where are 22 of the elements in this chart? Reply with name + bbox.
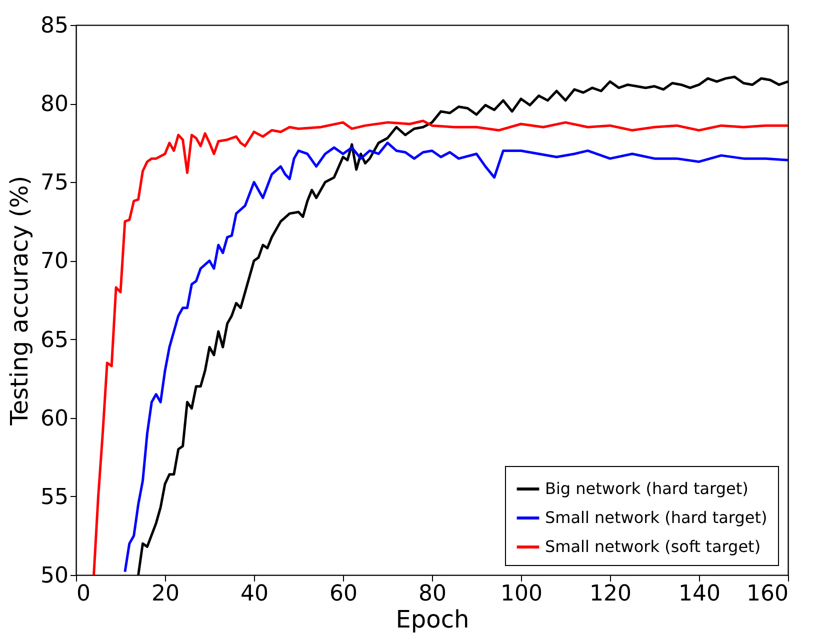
x-tick-label: 0 [76,582,90,606]
y-tick-label: 55 [40,484,68,510]
x-tick-label: 120 [590,582,632,606]
legend-label: Big network (hard target) [545,479,748,498]
y-tick-label: 75 [40,170,68,196]
x-tick-label: 160 [746,582,788,606]
x-tick-label: 40 [240,582,268,606]
x-tick-label: 100 [500,582,542,606]
y-axis-title: Testing accuracy (%) [6,176,34,426]
x-tick-label: 60 [330,582,358,606]
legend-label: Small network (hard target) [545,508,768,527]
y-tick-label: 70 [40,249,68,274]
x-tick-label: 80 [418,582,446,606]
x-tick-label: 140 [678,582,720,606]
y-tick-label: 65 [40,328,68,353]
y-tick-label: 80 [40,92,68,118]
y-tick-label: 50 [40,564,68,588]
legend-label: Small network (soft target) [545,537,761,556]
x-axis-title: Epoch [396,606,470,634]
y-tick-label: 85 [40,14,68,38]
x-tick-label: 20 [152,582,180,606]
y-tick-label: 60 [40,406,68,432]
